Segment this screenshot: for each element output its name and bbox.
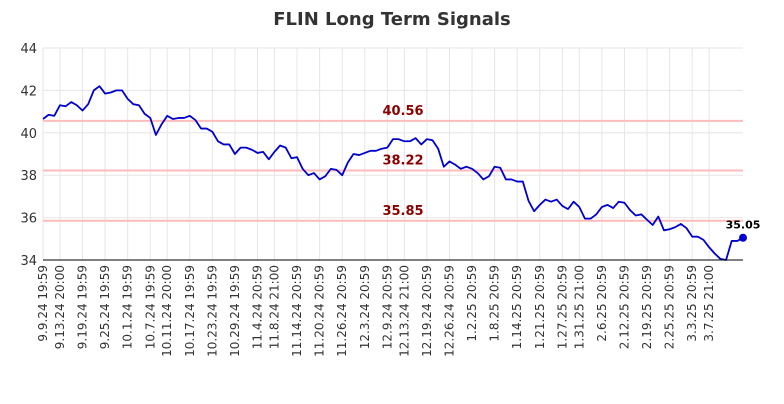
x-tick-label: 2.6.25 20:59 [595, 265, 609, 342]
x-tick-label: 9.9.24 19:59 [36, 265, 50, 342]
signal-lines: 40.56 38.22 35.85 [43, 104, 743, 222]
x-tick-label: 1.2.25 20:59 [465, 265, 479, 342]
x-tick-label: 10.17.24 19:59 [183, 265, 197, 357]
axis-layer: 34 36 38 40 42 44 9.9.24 19:59 9.13.24 20:00 9.1… [20, 42, 743, 357]
x-tick-label: 9.25.24 19:59 [98, 265, 112, 349]
x-tick-label: 1.14.25 20:59 [510, 265, 524, 349]
signal-label: 35.85 [382, 204, 423, 219]
x-tick-label: 2.25.25 20:59 [663, 265, 677, 349]
y-tick-label: 42 [20, 84, 37, 99]
y-tick-label: 44 [20, 42, 37, 57]
x-tick-label: 10.7.24 19:59 [143, 265, 157, 349]
x-tick-label: 11.14.24 20:59 [290, 265, 304, 357]
y-tick-label: 34 [20, 254, 37, 269]
x-tick-label: 2.12.25 20:59 [617, 265, 631, 349]
x-tick-label: 9.13.24 20:00 [53, 265, 67, 349]
x-tick-label: 11.8.24 21:00 [267, 265, 281, 349]
x-tick-label: 10.23.24 19:59 [205, 265, 219, 357]
x-tick-label: 1.8.25 20:59 [488, 265, 502, 342]
x-tick-label: 12.13.24 21:00 [397, 265, 411, 357]
last-point-marker [739, 233, 747, 242]
x-tick-label: 1.27.25 20:59 [555, 265, 569, 349]
last-point-label: 35.05 [726, 219, 761, 232]
y-tick-label: 36 [20, 212, 37, 227]
y-tick-label: 40 [20, 127, 37, 142]
x-tick-label: 12.26.24 20:59 [442, 265, 456, 357]
x-tick-label: 12.3.24 20:59 [358, 265, 372, 349]
chart-title: FLIN Long Term Signals [273, 9, 510, 30]
x-tick-label: 2.19.25 20:59 [640, 265, 654, 349]
x-tick-label: 10.1.24 19:59 [121, 265, 135, 349]
x-tick-label: 3.3.25 20:59 [685, 265, 699, 342]
x-tick-label: 10.29.24 19:59 [228, 265, 242, 357]
x-tick-label: 9.19.24 19:59 [76, 265, 90, 349]
x-tick-label: 10.11.24 20:00 [160, 265, 174, 357]
grid-layer [42, 47, 743, 261]
signal-label: 38.22 [382, 154, 423, 169]
x-tick-label: 11.4.24 20:59 [251, 265, 265, 349]
x-tick-label: 1.31.25 21:00 [572, 265, 586, 349]
x-tick-label: 11.26.24 20:59 [335, 265, 349, 357]
series-layer: 35.05 [42, 85, 761, 261]
price-series-line [42, 85, 744, 261]
x-tick-label: 3.7.25 21:00 [702, 265, 716, 342]
x-tick-label: 12.19.24 20:59 [420, 265, 434, 357]
x-tick-label: 12.9.24 20:59 [380, 265, 394, 349]
x-tick-label: 11.20.24 20:59 [313, 265, 327, 357]
y-tick-label: 38 [20, 169, 37, 184]
x-tick-label: 1.21.25 20:59 [533, 265, 547, 349]
signal-label: 40.56 [382, 104, 423, 119]
